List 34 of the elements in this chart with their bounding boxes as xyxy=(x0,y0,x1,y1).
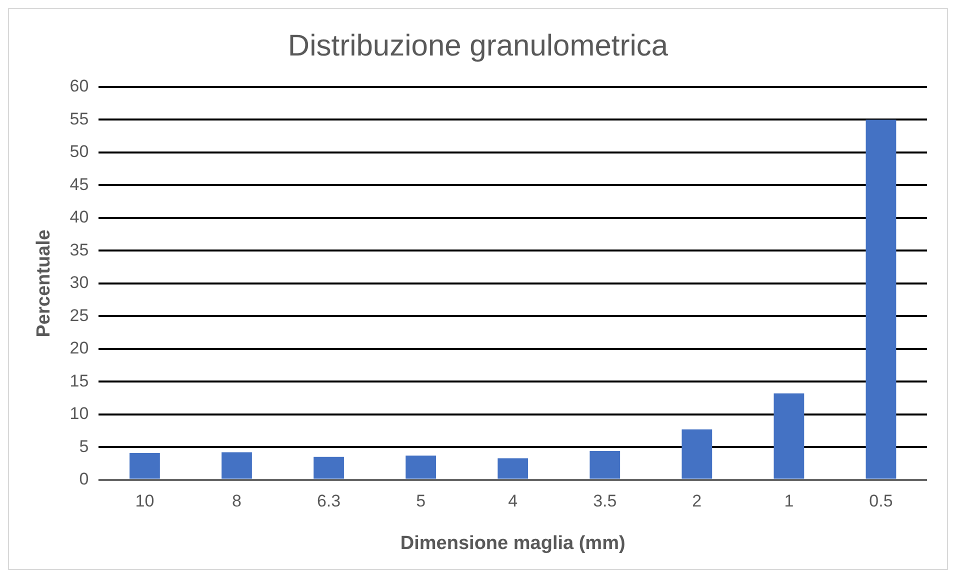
bar xyxy=(130,452,160,479)
x-tick-label: 4 xyxy=(508,492,518,511)
x-tick-label: 0.5 xyxy=(869,492,893,511)
bar xyxy=(498,458,528,479)
y-tick-label: 30 xyxy=(70,273,89,292)
bar xyxy=(406,456,436,479)
x-tick-label: 1 xyxy=(784,492,794,511)
y-tick-label: 5 xyxy=(79,436,89,456)
y-tick-label: 45 xyxy=(70,174,89,194)
x-tick-label: 2 xyxy=(692,492,702,511)
bar xyxy=(590,450,620,479)
y-tick-label: 40 xyxy=(70,208,89,227)
y-tick-label: 20 xyxy=(70,338,89,358)
chart-title: Distribuzione granulometrica xyxy=(288,29,668,62)
x-tick-label: 6.3 xyxy=(316,492,341,511)
y-tick-label: 0 xyxy=(79,469,89,488)
y-axis-title: Percentuale xyxy=(34,230,55,338)
y-tick-label: 25 xyxy=(70,306,89,325)
bar xyxy=(866,120,896,479)
bar xyxy=(314,456,344,479)
x-tick-label: 3.5 xyxy=(593,492,617,511)
y-tick-label: 10 xyxy=(70,404,89,424)
y-tick-label: 60 xyxy=(70,76,89,96)
y-tick-label: 35 xyxy=(70,240,89,260)
y-tick-label: 15 xyxy=(70,371,89,390)
y-tick-label: 50 xyxy=(70,142,89,162)
x-tick-label: 5 xyxy=(416,492,426,511)
x-axis-title: Dimensione maglia (mm) xyxy=(400,532,626,554)
bar xyxy=(222,452,252,479)
bar xyxy=(682,429,712,479)
y-tick-label: 55 xyxy=(70,109,89,128)
x-tick-label: 10 xyxy=(135,492,154,511)
bar xyxy=(774,393,804,479)
x-tick-label: 8 xyxy=(232,492,242,511)
